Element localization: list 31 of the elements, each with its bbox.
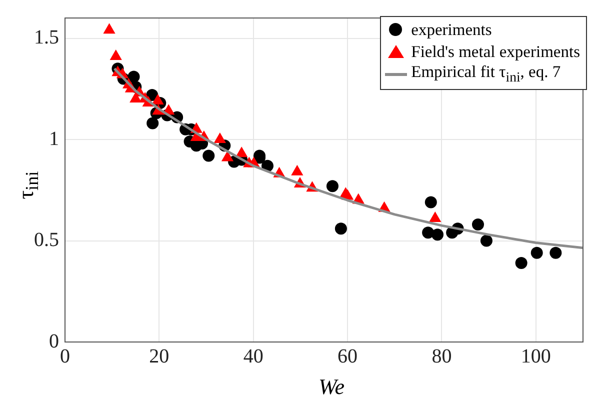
point xyxy=(291,164,304,176)
point xyxy=(214,132,226,143)
point xyxy=(110,49,122,60)
point xyxy=(480,234,492,247)
legend-label: Field's metal experiments xyxy=(411,42,580,62)
point xyxy=(550,246,562,259)
x-tick-label: 60 xyxy=(338,345,358,368)
point xyxy=(103,23,116,34)
point xyxy=(334,222,347,235)
point xyxy=(515,257,528,270)
y-tick-label: 1 xyxy=(49,128,59,150)
legend-label: experiments xyxy=(411,20,492,40)
legend-label: Empirical fit τ$_{ini}$, eq. 7 xyxy=(411,62,561,86)
x-tick-label: 80 xyxy=(432,345,452,368)
point xyxy=(146,117,159,130)
point xyxy=(431,228,444,241)
y-tick-label: 0.5 xyxy=(34,229,59,251)
point xyxy=(530,246,543,259)
point xyxy=(422,226,434,239)
point xyxy=(152,94,164,105)
x-tick-label: 40 xyxy=(243,345,264,368)
x-tick-label: 20 xyxy=(149,345,170,368)
y-tick-label: 0 xyxy=(49,330,59,352)
x-axis-title: We xyxy=(317,374,346,400)
point xyxy=(326,180,338,192)
x-tick-label: 100 xyxy=(520,345,551,368)
point xyxy=(202,150,215,162)
point xyxy=(424,196,437,208)
point xyxy=(472,218,484,231)
point xyxy=(221,150,234,162)
y-tick-label: 1.5 xyxy=(34,26,59,48)
